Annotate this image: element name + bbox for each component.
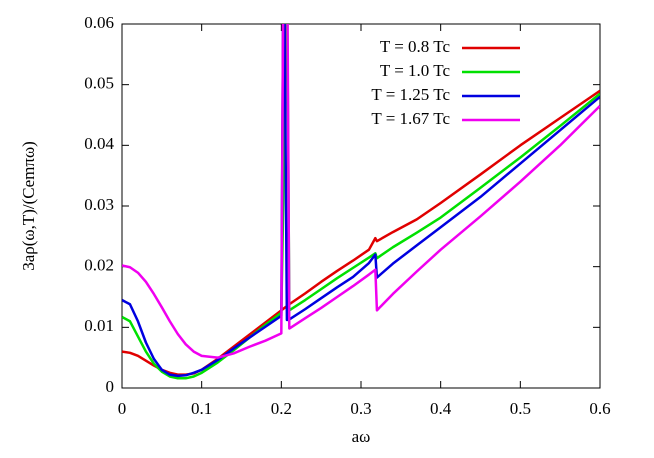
y-tick-label: 0.02	[84, 256, 114, 275]
y-tick-label: 0.01	[84, 316, 114, 335]
plot-area	[122, 24, 600, 380]
legend-label: T = 1.0 Tc	[380, 61, 451, 80]
x-tick-label: 0.6	[589, 399, 610, 418]
legend-label: T = 1.25 Tc	[371, 85, 450, 104]
y-tick-label: 0.03	[84, 195, 114, 214]
x-tick-label: 0.2	[271, 399, 292, 418]
legend-label: T = 0.8 Tc	[380, 37, 451, 56]
y-tick-label: 0.05	[84, 74, 114, 93]
x-tick-label: 0.1	[191, 399, 212, 418]
plot-frame	[121, 23, 601, 389]
series-line	[122, 24, 600, 359]
y-axis-label: 3aρ(ω,T)/(Cemπω)	[19, 141, 38, 271]
x-tick-label: 0.3	[350, 399, 371, 418]
y-tick-label: 0.06	[84, 13, 114, 32]
series-line	[122, 89, 600, 376]
series-line	[122, 24, 600, 378]
x-axis-label: aω	[352, 427, 371, 446]
y-tick-label: 0	[106, 377, 115, 396]
y-tick-label: 0.04	[84, 134, 114, 153]
legend-label: T = 1.67 Tc	[371, 109, 450, 128]
series-line	[122, 24, 600, 380]
x-tick-label: 0	[118, 399, 127, 418]
x-tick-label: 0.5	[510, 399, 531, 418]
x-tick-label: 0.4	[430, 399, 452, 418]
